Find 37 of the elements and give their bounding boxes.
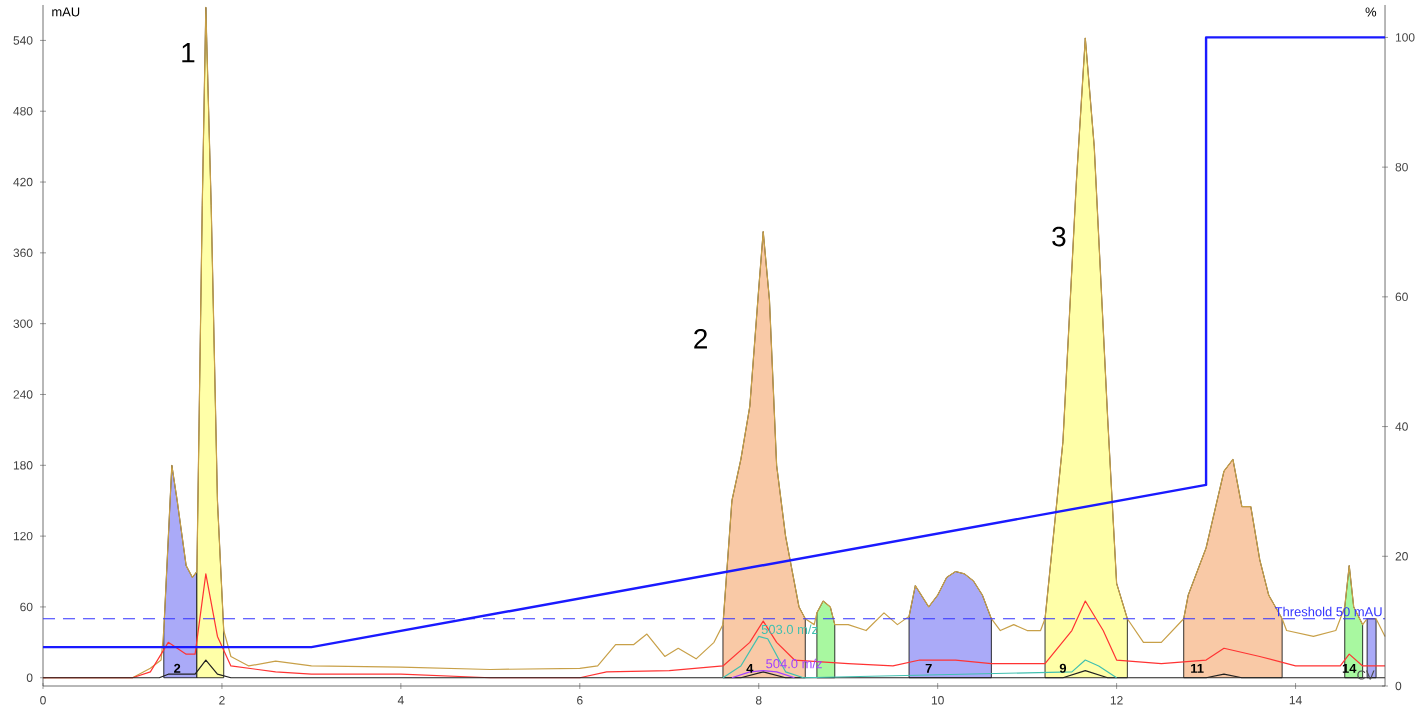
- y2-tick-label: 40: [1395, 422, 1408, 431]
- x-tick-label: 10: [931, 696, 944, 705]
- y2-axis-title: %: [1365, 7, 1377, 17]
- y-tick-label: 120: [13, 531, 33, 541]
- y-tick-label: 60: [20, 602, 33, 612]
- x-tick-label: 8: [755, 696, 762, 705]
- x-tick-label: 14: [1289, 696, 1302, 705]
- annotation: 2: [174, 663, 181, 673]
- y2-tick-label: 100: [1395, 33, 1415, 42]
- annotation: 3: [1052, 226, 1066, 247]
- x-tick-label: 2: [219, 696, 225, 705]
- y2-tick-label: 80: [1395, 162, 1408, 172]
- y-tick-label: 540: [13, 36, 33, 45]
- x-tick-label: 12: [1110, 696, 1123, 705]
- y-tick-label: 480: [13, 106, 33, 116]
- y-tick-label: 0: [26, 673, 33, 682]
- y-axis-title: mAU: [52, 7, 80, 17]
- y-tick-label: 420: [13, 177, 33, 187]
- annotation: 2: [694, 328, 707, 349]
- y2-tick-label: 0: [1395, 681, 1402, 691]
- annotation: 4: [746, 663, 754, 673]
- line-series: [42, 659, 1386, 679]
- annotation: 9: [1059, 663, 1067, 673]
- y-tick-label: 360: [13, 248, 33, 258]
- y2-tick-label: 60: [1395, 292, 1408, 302]
- y2-tick-label: 20: [1395, 552, 1408, 561]
- y-tick-label: 300: [13, 319, 33, 328]
- annotation: 11: [1191, 663, 1204, 673]
- x-axis-title: CV: [1357, 670, 1375, 680]
- x-tick-label: 6: [577, 696, 583, 705]
- x-tick-label: 0: [40, 696, 46, 705]
- line-series: [722, 635, 1118, 679]
- annotation: 1: [182, 43, 195, 63]
- x-tick-label: 4: [397, 696, 404, 705]
- annotation: 7: [925, 663, 932, 673]
- y-tick-label: 180: [13, 461, 33, 470]
- y-tick-label: 240: [13, 390, 33, 399]
